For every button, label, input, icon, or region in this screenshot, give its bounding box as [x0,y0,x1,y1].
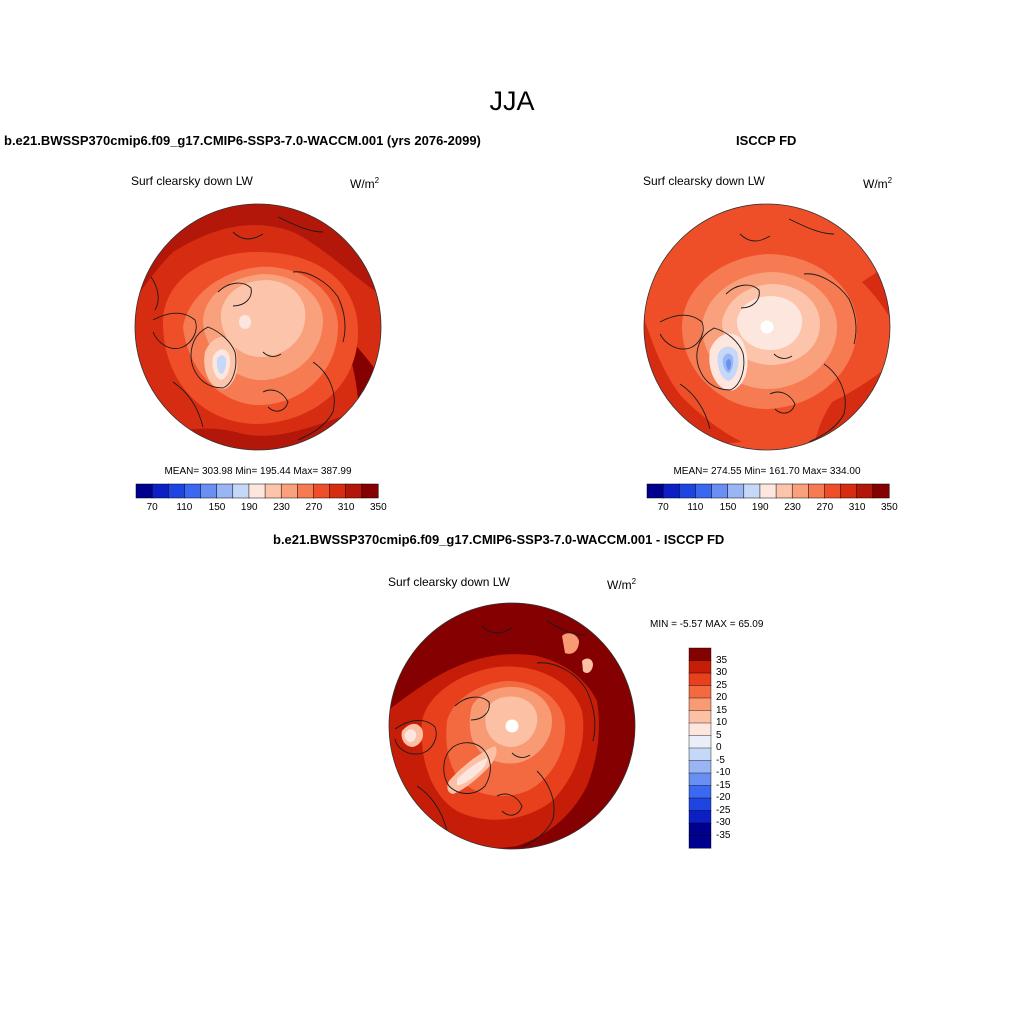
obs-colorbar-box [679,483,696,499]
obs-colorbar-box [727,483,745,499]
diff-colorbar-tick: 5 [716,729,722,741]
model-variable-label: Surf clearsky down LW [131,174,253,188]
diff-colorbar [688,647,712,849]
diff-colorbar-tick: 25 [716,679,728,691]
diff-panel-title: b.e21.BWSSP370cmip6.f09_g17.CMIP6-SSP3-7… [273,532,725,547]
obs-colorbar [646,483,890,499]
diff-colorbar-tick: 15 [716,704,728,716]
model-colorbar-box [297,483,315,499]
model-colorbar-box [216,483,234,499]
model-colorbar-box [280,483,298,499]
obs-panel-title: ISCCP FD [736,133,797,148]
obs-colorbar-box [872,483,890,499]
model-colorbar-box [264,483,282,499]
main-title: JJA [489,86,535,116]
obs-colorbar-tick: 70 [657,502,669,513]
diff-colorbar-box [688,672,712,687]
diff-colorbar-tick: -20 [716,792,731,803]
obs-colorbar-tick: 310 [848,502,866,513]
obs-colorbar-box [662,483,680,499]
diff-colorbar-tick: -35 [716,829,731,841]
diff-colorbar-box [688,660,712,674]
obs-variable-label: Surf clearsky down LW [643,174,765,188]
diff-colorbar-box [688,835,712,849]
obs-polar-map [643,203,891,451]
diff-colorbar-tick: 35 [716,654,728,666]
diff-colorbar-box [688,822,712,837]
obs-colorbar-box [808,483,826,499]
model-colorbar-tick: 150 [208,502,226,513]
obs-colorbar-box [695,483,713,499]
diff-colorbar-box [688,747,712,762]
obs-colorbar-box [759,483,777,499]
model-colorbar-tick: 230 [273,502,290,513]
obs-colorbar-tick: 230 [784,502,801,513]
model-colorbar-ticks: 70 110 150 190 230 270 310 350 [136,502,387,516]
model-colorbar-tick: 70 [146,502,158,513]
diff-colorbar-tick: 10 [716,717,728,728]
model-colorbar-box [184,483,202,499]
model-colorbar-tick: 270 [305,502,323,513]
model-polar-map [134,203,382,451]
model-colorbar-tick: 350 [370,502,387,513]
diff-colorbar-box [688,697,712,712]
model-colorbar-tick: 110 [176,502,193,513]
model-colorbar-box [232,483,250,499]
obs-colorbar-tick: 350 [881,502,898,513]
diff-colorbar-box [688,685,712,699]
obs-colorbar-box [646,483,664,499]
diff-colorbar-tick: 0 [716,742,722,753]
diff-colorbar-box [688,647,712,662]
model-colorbar-box [200,483,218,499]
model-colorbar-box [345,483,363,499]
diff-stats: MIN = -5.57 MAX = 65.09 [650,619,764,630]
obs-colorbar-box [743,483,761,499]
diff-colorbar-box [688,760,712,774]
diff-colorbar-box [688,710,712,724]
diff-units-label: W/m2 [607,577,637,592]
obs-colorbar-box [791,483,809,499]
model-colorbar-box [151,483,169,499]
diff-colorbar-box [688,772,712,787]
obs-stats: MEAN= 274.55 Min= 161.70 Max= 334.00 [673,466,861,477]
diff-colorbar-tick: -10 [716,767,731,778]
diff-colorbar-box [688,735,712,749]
diff-colorbar-tick: -30 [716,817,731,828]
diff-colorbar-tick: -5 [716,754,725,766]
obs-colorbar-tick: 110 [687,502,704,513]
diff-colorbar-ticks: 35 30 25 20 15 10 5 0 -5 -10 -15 -20 -25 -30 -35 [716,648,756,848]
diff-colorbar-tick: -15 [716,779,731,791]
model-colorbar-box [135,483,153,499]
model-units-label: W/m2 [350,176,380,191]
model-colorbar-tick: 190 [240,502,258,513]
obs-colorbar-tick: 190 [751,502,769,513]
diff-colorbar-box [688,797,712,812]
obs-colorbar-box [856,483,874,499]
obs-colorbar-box [775,483,793,499]
diff-colorbar-box [688,810,712,824]
obs-colorbar-box [711,483,729,499]
obs-colorbar-tick: 150 [719,502,737,513]
model-colorbar-box [329,483,347,499]
obs-colorbar-ticks: 70 110 150 190 230 270 310 350 [647,502,898,516]
model-stats: MEAN= 303.98 Min= 195.44 Max= 387.99 [164,466,352,477]
diff-colorbar-box [688,785,712,799]
obs-units-label: W/m2 [863,176,893,191]
model-colorbar-box [361,483,379,499]
model-colorbar-tick: 310 [337,502,355,513]
obs-colorbar-box [840,483,858,499]
model-colorbar-box [168,483,185,499]
obs-colorbar-tick: 270 [816,502,834,513]
diff-colorbar-tick: -25 [716,804,731,816]
diff-colorbar-tick: 20 [716,692,728,703]
diff-colorbar-box [688,722,712,737]
model-colorbar-box [248,483,266,499]
model-colorbar [135,483,379,499]
model-panel-title: b.e21.BWSSP370cmip6.f09_g17.CMIP6-SSP3-7… [4,133,481,148]
diff-colorbar-tick: 30 [716,667,728,678]
diff-polar-map [388,602,636,850]
model-colorbar-box [313,483,331,499]
obs-colorbar-box [824,483,842,499]
diff-variable-label: Surf clearsky down LW [388,575,510,589]
